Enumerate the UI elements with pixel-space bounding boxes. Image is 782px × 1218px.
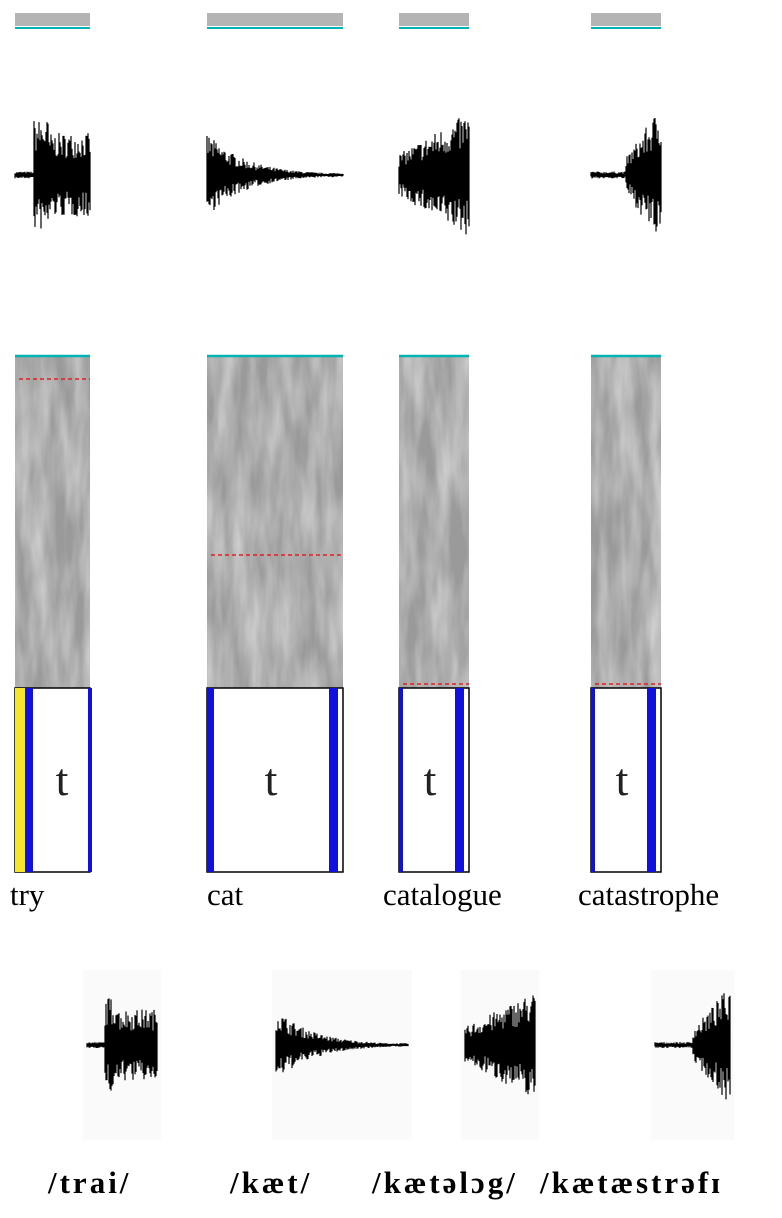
top-bar <box>15 13 90 26</box>
top-bar <box>399 13 469 26</box>
boundary <box>329 688 338 872</box>
spectrogram-noise <box>207 356 343 688</box>
waveform <box>206 136 344 210</box>
waveform <box>398 118 470 235</box>
boundary <box>399 688 403 872</box>
word-label: cat <box>207 877 244 912</box>
selection <box>15 688 25 872</box>
ipa-label: /trai/ <box>47 1165 131 1200</box>
boundary <box>88 688 92 872</box>
boundary <box>207 688 214 872</box>
word-label: try <box>10 877 45 912</box>
spectrogram-noise <box>591 356 661 688</box>
ipa-label: /kætæstrəfɪ <box>539 1165 723 1200</box>
spectrogram-noise <box>399 356 469 688</box>
word-label: catastrophe <box>578 877 719 912</box>
phone-label: t <box>424 754 437 805</box>
top-bar <box>591 13 661 26</box>
top-bar <box>207 13 343 26</box>
boundary <box>455 688 464 872</box>
ipa-label: /kæt/ <box>229 1165 312 1200</box>
ipa-label: /kætəlɔg/ <box>371 1165 518 1200</box>
phone-label: t <box>616 754 629 805</box>
phone-label: t <box>56 754 69 805</box>
phone-label: t <box>265 754 278 805</box>
boundary <box>25 688 33 872</box>
boundary <box>647 688 656 872</box>
spectrogram-noise <box>15 356 90 688</box>
word-label: catalogue <box>383 877 502 912</box>
textgrid <box>206 687 344 873</box>
boundary <box>591 688 595 872</box>
